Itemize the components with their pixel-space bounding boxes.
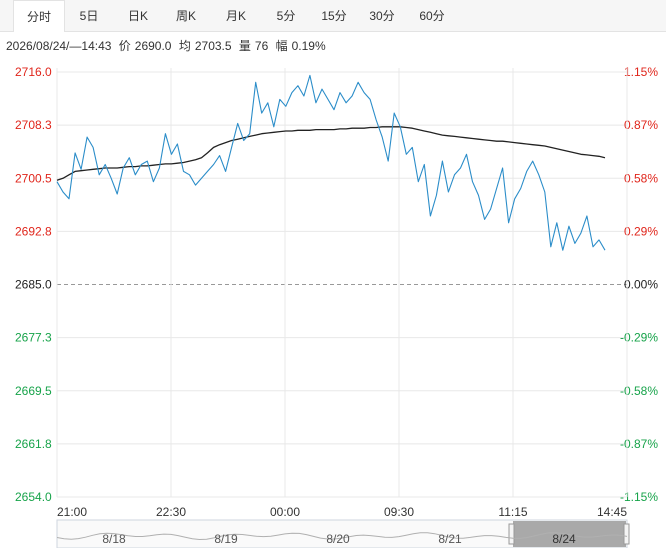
navigator-date-label: 8/20 [326, 532, 350, 546]
x-tick-label: 14:45 [597, 505, 627, 519]
price-line [56, 74, 606, 251]
avg-value: 2703.5 [194, 39, 232, 53]
tab-15min[interactable]: 15分 [321, 9, 347, 23]
y-tick-label-left: 2716.0 [15, 65, 52, 79]
navigator-date-label: 8/18 [102, 532, 126, 546]
y-tick-label-left: 2661.8 [15, 437, 52, 451]
y-tick-label-left: 2677.3 [15, 331, 52, 345]
tab-monthly-k[interactable]: 月K [225, 9, 246, 23]
quote-datetime: 2026/08/24/—14:43 [6, 39, 112, 53]
period-tabs: 分时 5日 日K 周K 月K 5分 15分 30分 60分 [0, 0, 666, 32]
navigator-selection [513, 521, 626, 547]
avg-label: 均 [178, 39, 191, 53]
navigator-date-label: 8/19 [214, 532, 238, 546]
navigator-date-label: 8/24 [552, 532, 576, 546]
navigator-mini-line [56, 532, 628, 541]
tab-intraday[interactable]: 分时 [13, 0, 65, 32]
tab-5min[interactable]: 5分 [276, 9, 296, 23]
y-tick-label-right: 0.58% [624, 171, 658, 185]
price-value: 2690.0 [134, 39, 172, 53]
navigator-handle-left [508, 523, 515, 545]
tab-5day[interactable]: 5日 [79, 9, 99, 23]
y-tick-label-left: 2708.3 [15, 118, 52, 132]
tab-30min[interactable]: 30分 [369, 9, 395, 23]
change-value: 0.19% [291, 39, 326, 53]
tab-60min[interactable]: 60分 [419, 9, 445, 23]
volume-label: 量 [238, 39, 251, 53]
y-tick-label-right: -0.58% [620, 384, 658, 398]
y-tick-label-right: -0.87% [620, 437, 658, 451]
y-tick-label-left: 2692.8 [15, 224, 52, 238]
navigator-date-label: 8/21 [438, 532, 462, 546]
y-tick-label-right: 0.00% [624, 278, 658, 292]
y-tick-label-left: 2685.0 [15, 278, 52, 292]
y-tick-label-left: 2669.5 [15, 384, 52, 398]
y-tick-label-right: -0.29% [620, 331, 658, 345]
price-label: 价 [118, 39, 131, 53]
x-tick-label: 21:00 [57, 505, 87, 519]
x-tick-label: 22:30 [156, 505, 186, 519]
tab-weekly-k[interactable]: 周K [175, 9, 196, 23]
avg-price-line [56, 126, 606, 181]
volume-value: 76 [254, 39, 269, 53]
navigator-handle-right [623, 523, 630, 545]
x-tick-label: 00:00 [270, 505, 300, 519]
tab-daily-k[interactable]: 日K [127, 9, 148, 23]
y-tick-label-right: 0.29% [624, 224, 658, 238]
y-tick-label-right: -1.15% [620, 490, 658, 504]
y-tick-label-left: 2700.5 [15, 171, 52, 185]
x-tick-label: 09:30 [384, 505, 414, 519]
y-tick-label-right: 0.87% [624, 118, 658, 132]
y-tick-label-right: 1.15% [624, 65, 658, 79]
x-tick-label: 11:15 [498, 505, 527, 519]
change-label: 幅 [275, 39, 288, 53]
y-tick-label-left: 2654.0 [15, 490, 52, 504]
